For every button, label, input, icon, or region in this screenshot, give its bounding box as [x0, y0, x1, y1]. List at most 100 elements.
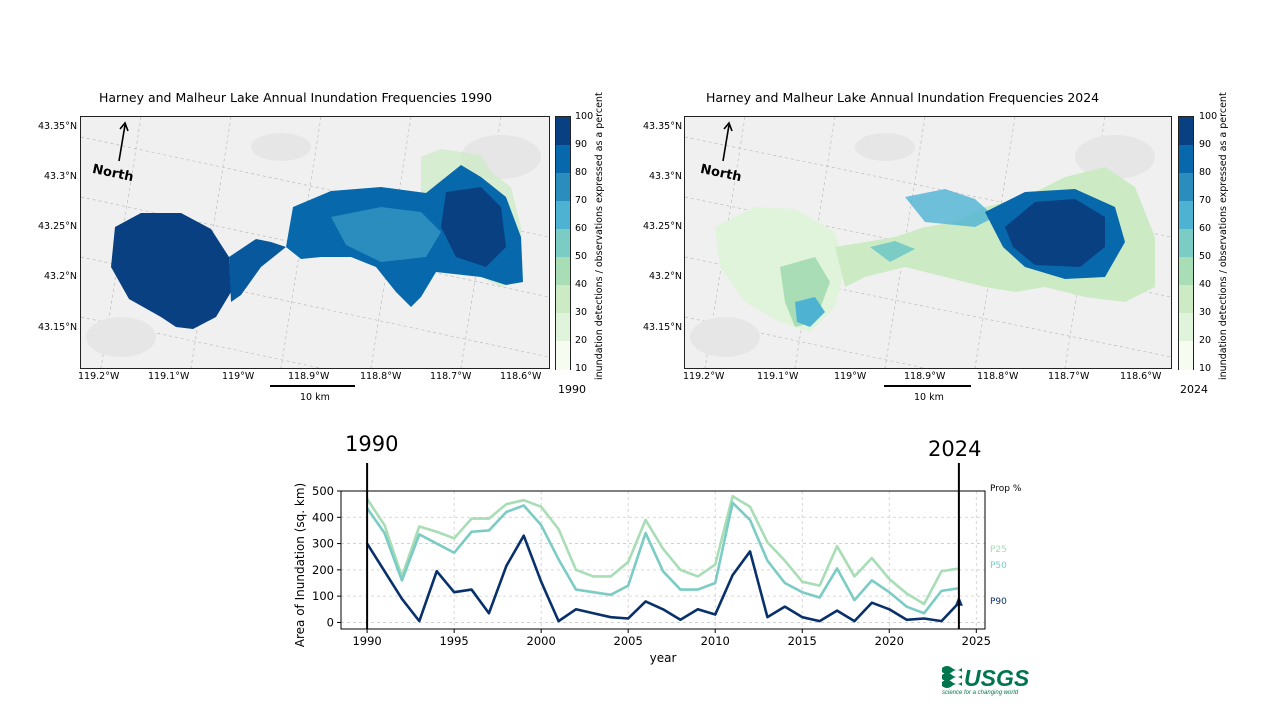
series-line-p50	[366, 501, 960, 615]
lon-tick: 118.9°W	[904, 371, 946, 382]
lon-tick: 118.6°W	[1120, 371, 1162, 382]
x-tick-label: 2000	[527, 634, 556, 648]
svg-text:science for a changing world: science for a changing world	[942, 690, 1019, 696]
colorbar-segment	[556, 117, 570, 146]
colorbar-segment	[1179, 145, 1193, 174]
svg-text:USGS: USGS	[964, 665, 1030, 691]
colorbar-tick: 100	[575, 111, 594, 122]
lat-tick: 43.15°N	[643, 322, 683, 333]
y-tick-label: 100	[312, 589, 334, 603]
colorbar-gradient	[555, 116, 571, 370]
scale-label: 10 km	[300, 392, 330, 403]
colorbar-segment	[556, 145, 570, 174]
annotation-1990: 1990	[345, 432, 399, 456]
colorbar-tick: 50	[575, 251, 588, 262]
colorbar-segment	[556, 257, 570, 286]
y-tick-label: 400	[312, 510, 334, 524]
legend-title: Prop %	[990, 484, 1022, 494]
map-frame	[684, 116, 1172, 369]
colorbar-tick: 80	[1199, 167, 1212, 178]
colorbar-tick: 40	[575, 279, 588, 290]
scale-bar	[270, 385, 355, 387]
colorbar-tick: 60	[1199, 223, 1212, 234]
series-line-p25	[366, 494, 960, 606]
x-tick-label: 2025	[962, 634, 991, 648]
map-title: Harney and Malheur Lake Annual Inundatio…	[99, 90, 493, 105]
lon-tick: 119.1°W	[148, 371, 190, 382]
legend-entry-p25: P25	[990, 545, 1007, 555]
lat-tick: 43.35°N	[38, 121, 78, 132]
colorbar-tick: 60	[575, 223, 588, 234]
colorbar-segment	[556, 201, 570, 230]
colorbar-tick: 80	[575, 167, 588, 178]
y-tick-label: 200	[312, 563, 334, 577]
year-tag: 1990	[558, 383, 586, 396]
x-tick-label: 1995	[439, 634, 468, 648]
colorbar-segment	[556, 229, 570, 258]
colorbar-segment	[1179, 229, 1193, 258]
y-tick-label: 300	[312, 537, 334, 551]
colorbar-label: inundation detections / observations exp…	[594, 92, 605, 380]
scale-label: 10 km	[914, 392, 944, 403]
inundation-map	[685, 117, 1171, 368]
colorbar-segment	[1179, 313, 1193, 342]
colorbar-segment	[1179, 201, 1193, 230]
colorbar-tick: 10	[1199, 363, 1212, 374]
lat-tick: 43.15°N	[38, 322, 78, 333]
lon-tick: 118.7°W	[1048, 371, 1090, 382]
inundation-map	[81, 117, 549, 368]
x-tick-label: 2020	[875, 634, 904, 648]
year-tag: 2024	[1180, 383, 1208, 396]
series-line-p90	[366, 534, 960, 623]
colorbar-tick: 10	[575, 363, 588, 374]
map-title: Harney and Malheur Lake Annual Inundatio…	[706, 90, 1100, 105]
lat-tick: 43.2°N	[649, 271, 683, 282]
colorbar-tick: 100	[1199, 111, 1218, 122]
lon-tick: 119.1°W	[757, 371, 799, 382]
plot-frame	[340, 490, 986, 630]
x-tick-label: 2010	[701, 634, 730, 648]
lon-tick: 118.6°W	[500, 371, 542, 382]
lat-tick: 43.35°N	[643, 121, 683, 132]
x-tick-label: 2015	[788, 634, 817, 648]
colorbar-tick: 40	[1199, 279, 1212, 290]
lon-tick: 118.8°W	[977, 371, 1019, 382]
colorbar-tick: 90	[575, 139, 588, 150]
lat-tick: 43.2°N	[44, 271, 78, 282]
colorbar-segment	[1179, 257, 1193, 286]
y-axis-label: Area of Inundation (sq. km)	[293, 483, 307, 647]
colorbar-tick: 30	[575, 307, 588, 318]
y-tick-label: 500	[312, 484, 334, 498]
colorbar-tick: 20	[575, 335, 588, 346]
lat-tick: 43.25°N	[643, 221, 683, 232]
x-axis-label: year	[650, 651, 677, 665]
series-endpoint-marker	[954, 595, 963, 606]
colorbar-tick: 70	[1199, 195, 1212, 206]
colorbar-tick: 30	[1199, 307, 1212, 318]
usgs-logo: USGS science for a changing world	[940, 662, 1030, 696]
lat-tick: 43.3°N	[649, 171, 683, 182]
colorbar-segment	[1179, 173, 1193, 202]
lon-tick: 119.2°W	[78, 371, 120, 382]
colorbar-tick: 70	[575, 195, 588, 206]
colorbar-segment	[556, 285, 570, 314]
colorbar-tick: 20	[1199, 335, 1212, 346]
colorbar-segment	[556, 173, 570, 202]
scale-bar	[884, 385, 971, 387]
x-tick-label: 1990	[352, 634, 381, 648]
y-tick-label: 0	[327, 615, 334, 629]
annotation-2024: 2024	[928, 437, 982, 461]
colorbar-segment	[1179, 341, 1193, 370]
colorbar-segment	[556, 313, 570, 342]
lon-tick: 118.7°W	[430, 371, 472, 382]
colorbar-segment	[1179, 117, 1193, 146]
legend-entry-p50: P50	[990, 561, 1007, 571]
legend-entry-p90: P90	[990, 597, 1007, 607]
lon-tick: 119.2°W	[683, 371, 725, 382]
lat-tick: 43.25°N	[38, 221, 78, 232]
map-frame	[80, 116, 550, 369]
lon-tick: 118.8°W	[360, 371, 402, 382]
colorbar-tick: 90	[1199, 139, 1212, 150]
x-tick-label: 2005	[614, 634, 643, 648]
colorbar-segment	[556, 341, 570, 370]
